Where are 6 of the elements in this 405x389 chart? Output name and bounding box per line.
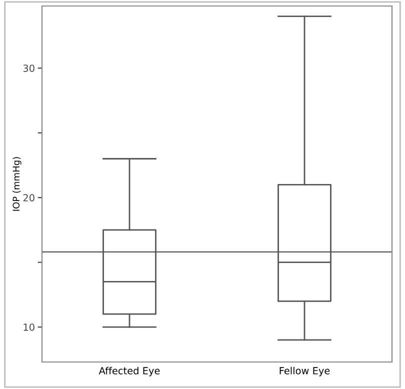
x-tick-label: Fellow Eye xyxy=(280,366,330,376)
y-tick-label: 20 xyxy=(23,194,34,202)
x-tick-label: Affected Eye xyxy=(98,366,160,376)
y-tick-label: 10 xyxy=(24,324,34,331)
y-axis-title: IOP (mmHg) xyxy=(12,157,22,211)
y-tick-label: 30 xyxy=(23,64,34,72)
